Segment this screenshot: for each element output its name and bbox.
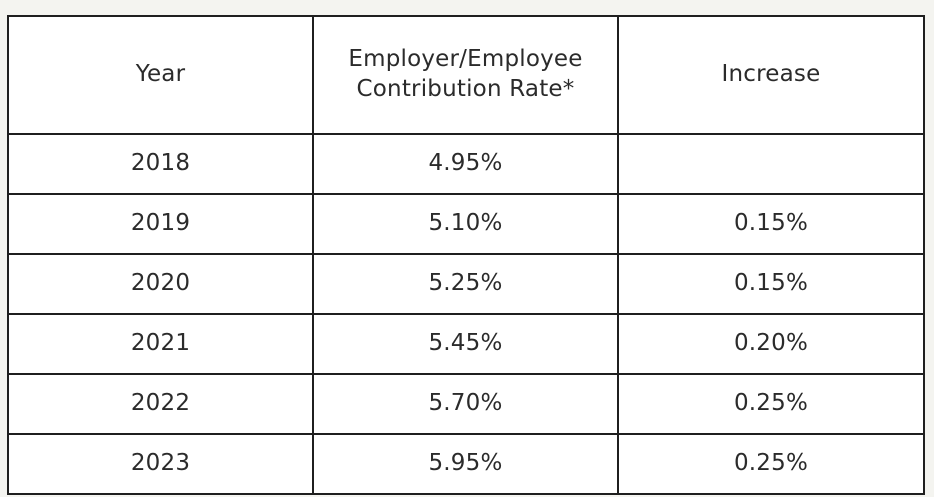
cell-increase: 0.25% [617,373,925,435]
header-contribution-rate: Employer/Employee Contribution Rate* [312,15,619,135]
cell-year: 2022 [7,373,314,435]
table-body: 2018 4.95% 2019 5.10% 0.15% 2020 5.25% 0… [7,133,925,495]
cell-increase [617,133,925,195]
contribution-rate-table-frame: Year Employer/Employee Contribution Rate… [7,15,925,495]
cell-year: 2018 [7,133,314,195]
cell-increase: 0.15% [617,193,925,255]
header-row: Year Employer/Employee Contribution Rate… [7,15,925,135]
cell-year: 2023 [7,433,314,495]
cell-increase: 0.25% [617,433,925,495]
header-contribution-rate-line1: Employer/Employee [348,46,583,73]
cell-rate: 5.95% [312,433,619,495]
header-increase: Increase [617,15,925,135]
cell-rate: 5.25% [312,253,619,315]
cell-rate: 4.95% [312,133,619,195]
cell-year: 2020 [7,253,314,315]
header-contribution-rate-line2: Contribution Rate* [356,76,575,102]
table-row: 2020 5.25% 0.15% [7,253,925,315]
header-year: Year [7,15,314,135]
cell-year: 2019 [7,193,314,255]
cell-year: 2021 [7,313,314,375]
cell-increase: 0.15% [617,253,925,315]
contribution-rate-table: Year Employer/Employee Contribution Rate… [7,15,925,495]
table-row: 2019 5.10% 0.15% [7,193,925,255]
cell-increase: 0.20% [617,313,925,375]
table-header: Year Employer/Employee Contribution Rate… [7,15,925,135]
cell-rate: 5.10% [312,193,619,255]
table-row: 2022 5.70% 0.25% [7,373,925,435]
table-row: 2023 5.95% 0.25% [7,433,925,495]
table-row: 2021 5.45% 0.20% [7,313,925,375]
cell-rate: 5.45% [312,313,619,375]
cell-rate: 5.70% [312,373,619,435]
table-row: 2018 4.95% [7,133,925,195]
